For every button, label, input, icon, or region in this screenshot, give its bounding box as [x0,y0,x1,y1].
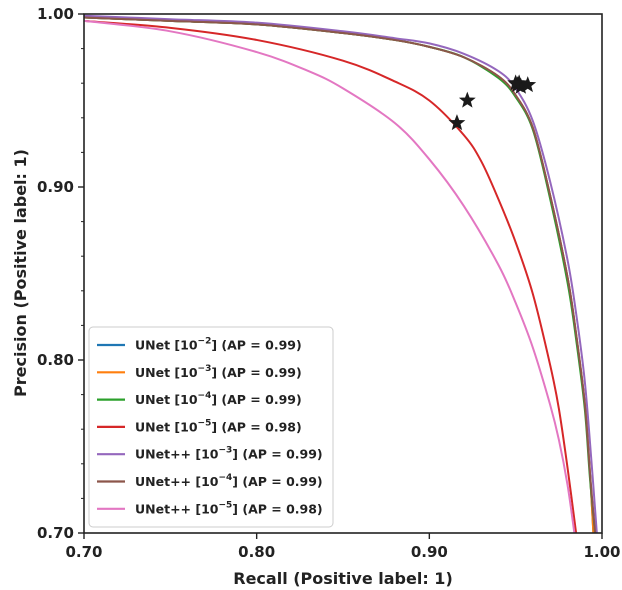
series-line-5 [84,16,597,533]
legend-label: UNet++ [10−5] (AP = 0.98) [135,500,323,516]
x-tick-label: 0.80 [238,543,275,561]
x-axis: 0.70 0.80 0.90 1.00 [65,533,621,561]
curves-layer [84,14,598,533]
legend: UNet [10−2] (AP = 0.99) UNet [10−3] (AP =… [88,326,334,528]
x-tick-label: 0.90 [411,543,448,561]
legend-label: UNet++ [10−4] (AP = 0.99) [135,473,323,489]
y-tick-label: 0.70 [37,524,74,542]
series-line-4 [84,14,598,533]
plot-frame [83,13,603,534]
y-tick-label: 0.80 [37,351,74,369]
markers-layer [448,74,537,131]
legend-label: UNet [10−4] (AP = 0.99) [135,391,302,407]
series-line-3 [84,19,578,533]
threshold-marker-4 [519,76,537,93]
y-axis: 0.70 0.80 0.90 1.00 [37,5,84,542]
legend-label: UNet [10−3] (AP = 0.99) [135,364,302,380]
y-tick-label: 0.90 [37,178,74,196]
x-tick-label: 1.00 [583,543,620,561]
series-line-6 [84,19,576,533]
y-tick-label: 1.00 [37,5,74,23]
y-axis-title: Precision (Positive label: 1) [11,149,30,397]
legend-label: UNet [10−5] (AP = 0.98) [135,418,302,434]
threshold-marker-3 [458,91,476,108]
threshold-marker-6 [448,114,466,131]
threshold-marker-5 [507,74,525,91]
legend-box [88,326,334,528]
x-tick-label: 0.70 [65,543,102,561]
legend-label: UNet [10−2] (AP = 0.99) [135,337,302,353]
x-axis-title: Recall (Positive label: 1) [233,569,453,588]
legend-label: UNet++ [10−3] (AP = 0.99) [135,446,323,462]
